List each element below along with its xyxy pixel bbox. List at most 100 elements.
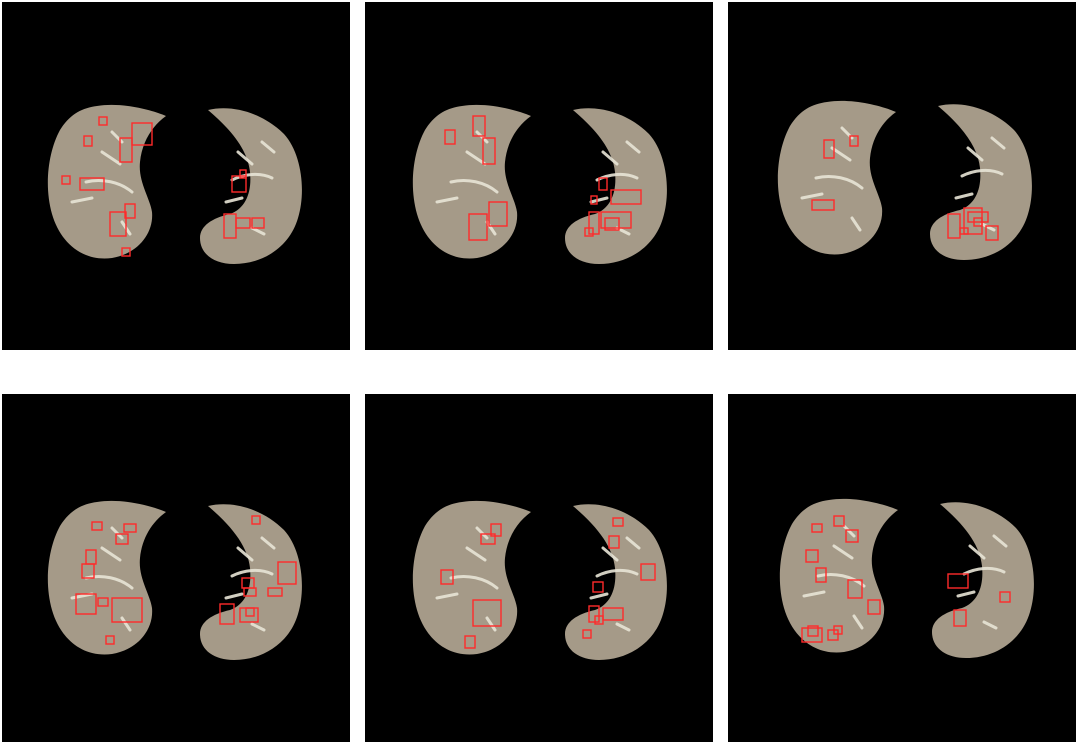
detection-box xyxy=(98,116,108,126)
vessel xyxy=(236,546,254,562)
ct-slice-image xyxy=(412,104,667,264)
vessel xyxy=(250,622,266,632)
vessel xyxy=(968,544,986,560)
vessel xyxy=(589,592,609,600)
detection-box xyxy=(124,203,136,219)
vessel xyxy=(100,546,122,562)
vessel xyxy=(800,192,824,200)
detection-box xyxy=(588,211,600,235)
detection-box xyxy=(582,629,592,639)
right-lung xyxy=(565,108,667,264)
vessel xyxy=(802,590,826,598)
right-lung xyxy=(200,108,302,264)
detection-box xyxy=(849,135,859,147)
detection-box xyxy=(482,137,496,165)
detection-box xyxy=(75,593,97,615)
detection-box xyxy=(219,603,235,625)
detection-box xyxy=(111,597,143,623)
detection-box xyxy=(464,635,476,649)
vessel xyxy=(260,536,276,550)
detection-box xyxy=(847,579,863,599)
detection-box xyxy=(999,591,1011,603)
vessel xyxy=(990,136,1006,150)
detection-box xyxy=(115,533,129,545)
detection-box xyxy=(592,581,604,593)
detection-box xyxy=(584,227,594,237)
vessel xyxy=(980,222,996,232)
detection-box xyxy=(807,625,819,637)
detection-box xyxy=(472,115,486,137)
detection-box xyxy=(594,615,604,625)
ct-slice-image xyxy=(777,100,1032,260)
detection-box xyxy=(123,523,137,533)
detection-box xyxy=(231,175,247,193)
detection-box xyxy=(811,523,823,533)
detection-box xyxy=(947,213,961,239)
vessel xyxy=(100,150,122,166)
vessel xyxy=(852,614,864,630)
detection-box xyxy=(959,227,969,235)
ct-slice-image xyxy=(47,500,302,660)
detection-box xyxy=(243,587,257,597)
ct-slice-panel-5 xyxy=(365,394,713,742)
detection-box xyxy=(827,629,839,641)
vessel xyxy=(982,620,998,630)
ct-slice-panel-1 xyxy=(2,2,350,350)
vessel xyxy=(475,130,489,144)
right-lung xyxy=(932,502,1034,658)
vessel xyxy=(465,546,487,562)
detection-box xyxy=(131,122,153,146)
vessel xyxy=(814,174,864,190)
vessel xyxy=(842,524,856,538)
detection-box xyxy=(598,177,608,191)
detection-box xyxy=(119,137,133,163)
vessel xyxy=(230,172,274,182)
vessel xyxy=(850,216,862,232)
ct-slice-panel-6 xyxy=(728,394,1076,742)
vessel xyxy=(601,150,619,166)
detection-box xyxy=(610,189,642,205)
detection-box xyxy=(953,609,967,627)
right-lung xyxy=(565,504,667,660)
vessel xyxy=(625,140,641,154)
detection-box xyxy=(81,563,95,579)
vessel xyxy=(816,572,866,588)
vessel xyxy=(956,590,976,598)
vessel xyxy=(475,526,489,540)
detection-box xyxy=(109,211,127,237)
ct-slice-image xyxy=(47,104,302,264)
detection-box xyxy=(97,597,109,607)
vessel xyxy=(435,196,459,204)
detection-box xyxy=(277,561,297,585)
detection-box xyxy=(235,217,251,229)
detection-box xyxy=(590,195,598,205)
detection-box xyxy=(239,169,247,179)
detection-box xyxy=(91,521,103,531)
detection-box xyxy=(472,599,502,627)
vessel xyxy=(236,150,254,166)
vessel xyxy=(120,616,132,632)
vessel xyxy=(589,196,609,204)
vessel xyxy=(830,146,852,162)
detection-box xyxy=(440,569,454,585)
ct-slice-image xyxy=(412,500,667,660)
detection-box xyxy=(121,247,131,257)
detection-box xyxy=(245,607,255,617)
vessel xyxy=(485,616,497,632)
detection-box xyxy=(267,587,283,597)
detection-box xyxy=(588,605,600,623)
detection-box xyxy=(815,567,827,583)
vessel xyxy=(260,140,276,154)
vessel xyxy=(954,192,974,200)
vessel xyxy=(84,574,134,590)
vessel xyxy=(465,150,487,166)
vessel xyxy=(435,592,459,600)
vessel xyxy=(250,226,266,236)
vessel xyxy=(84,178,134,194)
detection-box xyxy=(490,523,502,537)
detection-box xyxy=(833,515,845,527)
vessel xyxy=(962,566,1006,576)
vessel xyxy=(601,546,619,562)
detection-box xyxy=(640,563,656,581)
right-lung xyxy=(930,104,1032,260)
